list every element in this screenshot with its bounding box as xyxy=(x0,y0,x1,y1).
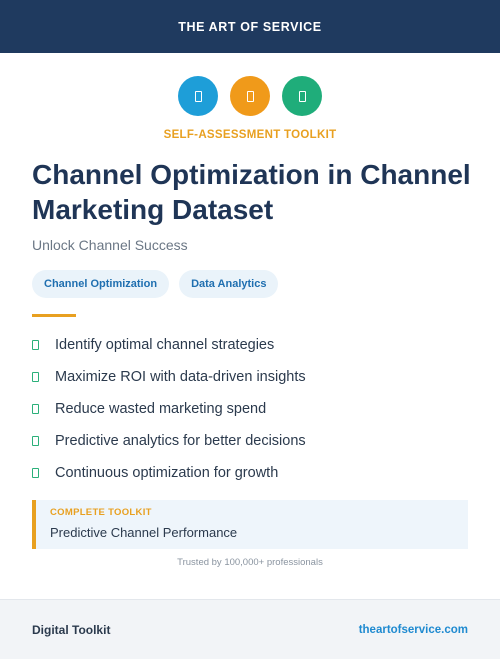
callout-text: Predictive Channel Performance xyxy=(50,525,238,540)
tablet-icon xyxy=(282,76,322,116)
footer: Digital Toolkit theartofservice.com xyxy=(0,599,500,659)
check-icon xyxy=(32,404,39,414)
top-header-bar: THE ART OF SERVICE xyxy=(0,0,500,53)
list-item: Identify optimal channel strategies xyxy=(32,329,472,361)
list-item: Predictive analytics for better decision… xyxy=(32,425,472,457)
check-icon xyxy=(32,468,39,478)
tag-data-analytics: Data Analytics xyxy=(179,270,279,298)
tag-list: Channel Optimization Data Analytics xyxy=(32,270,279,298)
trust-note: Trusted by 100,000+ professionals xyxy=(177,557,323,568)
feature-text: Continuous optimization for growth xyxy=(55,465,279,481)
brand-name: THE ART OF SERVICE xyxy=(178,19,322,34)
check-icon xyxy=(32,372,39,382)
page-title: Channel Optimization in Channel Marketin… xyxy=(32,159,471,225)
subtitle: Unlock Channel Success xyxy=(32,237,188,253)
footer-label: Digital Toolkit xyxy=(32,622,111,637)
feature-text: Maximize ROI with data-driven insights xyxy=(55,369,306,385)
toolkit-callout: COMPLETE TOOLKIT Predictive Channel Perf… xyxy=(32,500,468,549)
check-icon xyxy=(32,340,39,350)
callout-label: COMPLETE TOOLKIT xyxy=(50,507,152,518)
website-link[interactable]: theartofservice.com xyxy=(358,623,468,636)
icon-row xyxy=(0,76,500,116)
tablet-icon xyxy=(230,76,270,116)
feature-text: Identify optimal channel strategies xyxy=(55,337,275,353)
feature-text: Reduce wasted marketing spend xyxy=(55,401,267,417)
list-item: Maximize ROI with data-driven insights xyxy=(32,361,472,393)
list-item: Reduce wasted marketing spend xyxy=(32,393,472,425)
accent-divider xyxy=(32,314,76,317)
tag-channel-optimization: Channel Optimization xyxy=(32,270,170,298)
tablet-icon xyxy=(178,76,218,116)
feature-list: Identify optimal channel strategies Maxi… xyxy=(32,329,472,489)
eyebrow-label: SELF-ASSESSMENT TOOLKIT xyxy=(163,129,337,141)
list-item: Continuous optimization for growth xyxy=(32,457,472,489)
check-icon xyxy=(32,436,39,446)
feature-text: Predictive analytics for better decision… xyxy=(55,433,306,449)
